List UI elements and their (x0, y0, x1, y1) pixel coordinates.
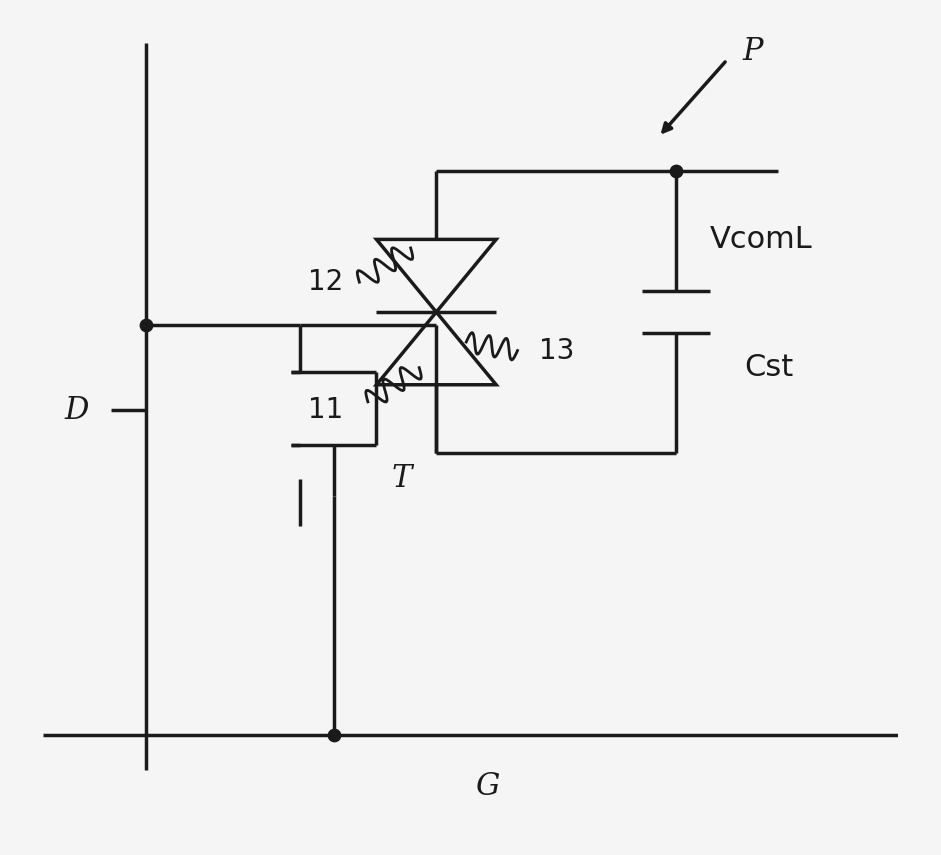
Text: D: D (65, 395, 89, 426)
Point (138, 318, 153, 332)
Text: 12: 12 (308, 268, 343, 296)
Point (327, 728, 342, 742)
Point (668, 164, 683, 178)
Text: Cst: Cst (744, 353, 793, 382)
Text: 11: 11 (308, 397, 343, 424)
Text: G: G (475, 771, 500, 802)
Text: 13: 13 (539, 337, 574, 364)
Text: VcomL: VcomL (710, 225, 813, 254)
Text: T: T (391, 463, 412, 494)
Text: P: P (742, 36, 763, 67)
